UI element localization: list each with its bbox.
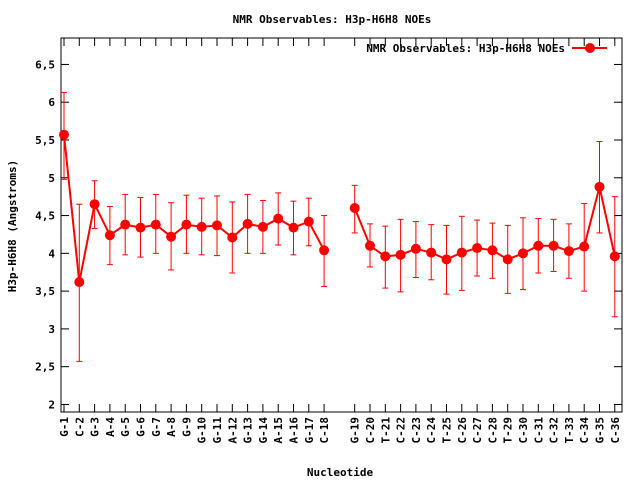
x-tick-label: G-19 [349,417,362,444]
x-tick-label: A-12 [226,417,239,444]
x-tick-label: C-18 [318,417,331,444]
x-tick-label: C-2 [73,417,86,437]
data-point [487,245,498,256]
x-tick-label: G-14 [257,417,270,444]
legend: NMR Observables: H3p-H6H8 NOEs [366,42,607,55]
x-tick-label: G-10 [196,417,209,444]
data-point [579,241,590,252]
data-point [380,251,391,262]
x-tick-label: C-23 [410,417,423,444]
data-point [150,219,161,230]
y-tick-label: 2 [48,398,55,411]
data-point [89,199,100,210]
x-tick-label: C-36 [609,417,622,444]
y-tick-label: 6,5 [35,58,55,71]
data-point [548,240,559,251]
x-tick-label: C-24 [425,417,438,444]
x-tick-label: G-13 [242,417,255,444]
data-point [533,240,544,251]
x-tick-label: T-29 [502,417,515,444]
series-line-segment [353,186,616,261]
y-tick-label: 6 [48,96,55,109]
data-point [349,203,360,213]
x-tick-label: G-6 [135,417,148,437]
x-tick-label: T-25 [441,417,454,444]
data-point [502,254,513,265]
data-point [212,220,222,231]
x-tick-label: G-17 [303,417,316,444]
x-tick-label: T-21 [379,417,392,444]
data-point [227,232,238,243]
data-point [456,247,467,258]
y-tick-label: 2,5 [35,361,55,374]
x-tick-label: C-30 [517,417,530,444]
x-axis-ticks: G-1 C-2 G-3 A-4 G-5 G-6 G-7 A-8 G-9 G-10 G-11 A-12 G… [58,38,622,444]
data-point [594,181,605,192]
data-point [288,222,299,233]
y-axis-label: H3p-H6H8 (Angstroms) [6,160,19,292]
data-point [303,216,314,227]
x-tick-label: A-8 [165,417,178,437]
x-tick-label: C-26 [456,417,469,444]
plot-frame [60,37,623,413]
x-tick-label: T-33 [563,417,576,444]
data-point [472,243,483,254]
x-tick-label: A-4 [104,417,117,437]
data-point [181,219,192,230]
data-point [242,218,253,229]
data-point [120,219,131,230]
x-tick-label: G-1 [58,417,71,437]
chart-title: NMR Observables: H3p-H6H8 NOEs [233,13,432,26]
x-tick-label: C-22 [395,417,408,444]
data-point [365,240,375,251]
x-tick-label: C-32 [548,417,561,444]
x-tick-label: A-15 [272,417,285,444]
data-point [273,213,284,224]
x-tick-label: G-7 [150,417,163,437]
x-tick-label: A-16 [288,417,301,444]
data-point [135,222,146,233]
series-line-segment [63,134,325,283]
x-axis-label: Nucleotide [307,466,374,479]
x-tick-label: G-9 [180,417,193,437]
y-tick-label: 4 [48,247,55,260]
y-tick-label: 3,5 [35,285,55,298]
data-point [441,254,452,265]
data-point [257,221,268,232]
data-point [426,247,437,258]
data-point [319,245,330,256]
data-point [563,246,574,257]
data-point [609,251,620,262]
data-point [410,243,421,254]
x-tick-label: C-27 [471,417,484,444]
x-tick-label: C-28 [486,417,499,444]
data-point [59,129,69,140]
x-tick-label: G-11 [211,417,224,444]
y-tick-label: 5 [48,172,55,185]
x-tick-label: C-34 [578,417,591,444]
data-point [166,231,177,242]
y-tick-label: 5,5 [35,134,55,147]
x-tick-label: G-3 [89,417,102,437]
data-point [196,221,207,232]
data-point [395,249,406,260]
legend-label: NMR Observables: H3p-H6H8 NOEs [366,42,565,55]
x-tick-label: G-35 [594,417,607,444]
data-point [518,248,528,259]
x-tick-label: C-31 [532,417,545,444]
series-lines [63,134,616,283]
x-tick-label: G-5 [119,417,132,437]
x-tick-label: C-20 [364,417,377,444]
data-point [74,277,85,288]
data-points [59,129,620,288]
y-tick-label: 3 [48,323,55,336]
legend-marker-swatch [585,43,595,53]
y-tick-label: 4,5 [35,210,55,223]
data-point [104,230,115,241]
y-axis-ticks: 2 2,5 3 3,5 4 4,5 5 5,5 6 6,5 [35,58,622,411]
